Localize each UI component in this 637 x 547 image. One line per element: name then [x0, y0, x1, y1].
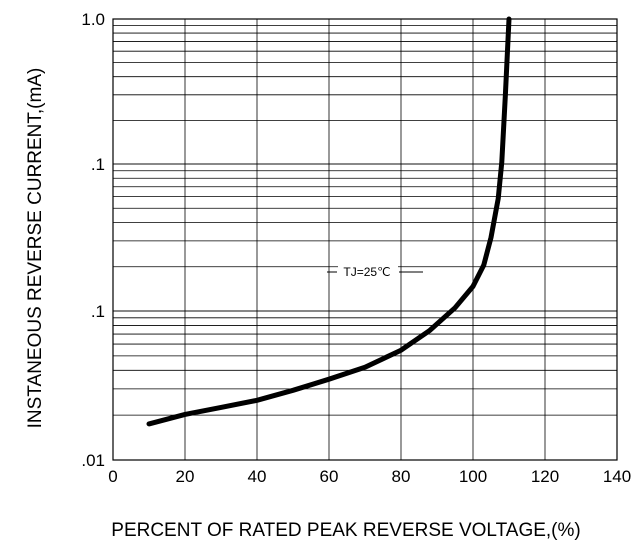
x-tick-label: 140: [603, 467, 631, 486]
x-axis-label: PERCENT OF RATED PEAK REVERSE VOLTAGE,(%…: [111, 520, 580, 541]
y-axis-label: INSTANEOUS REVERSE CURRENT,(mA): [25, 68, 46, 429]
temperature-annotation: TJ=25℃: [327, 263, 423, 280]
x-tick-label: 20: [176, 467, 195, 486]
y-tick-label: .1: [91, 302, 105, 321]
x-tick-label: 40: [248, 467, 267, 486]
grid: [112, 18, 618, 461]
y-tick-label: 1.0: [81, 10, 105, 29]
annotation-label: TJ=25℃: [343, 265, 390, 279]
y-tick-label: .01: [81, 451, 105, 470]
x-tick-label: 120: [531, 467, 559, 486]
x-tick-labels: 0 20 40 60 80 100 120 140: [108, 467, 631, 486]
x-tick-label: 100: [459, 467, 487, 486]
series-line: [146, 16, 512, 427]
x-tick-label: 80: [392, 467, 411, 486]
plot-frame: [112, 18, 618, 461]
x-tick-label: 60: [320, 467, 339, 486]
y-tick-label: .1: [91, 155, 105, 174]
x-tick-label: 0: [108, 467, 117, 486]
annotation-background: [338, 263, 398, 280]
y-tick-labels: 1.0 .1 .1 .01: [81, 10, 105, 470]
